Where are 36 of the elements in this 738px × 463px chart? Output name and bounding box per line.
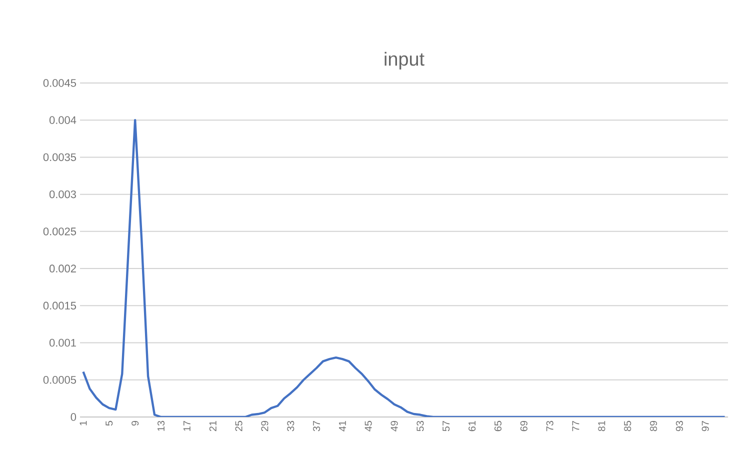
x-tick-label: 49 [390, 420, 398, 432]
y-tick-label: 0.002 [49, 264, 76, 272]
x-tick-label: 5 [106, 420, 113, 426]
x-tick-label: 25 [235, 420, 242, 432]
x-tick-label: 1 [80, 420, 87, 426]
y-tick-label: 0.003 [49, 190, 76, 198]
x-tick-label: 77 [572, 421, 580, 432]
x-tick-label: 89 [650, 420, 658, 432]
x-tick-label: 9 [132, 420, 139, 426]
x-tick-label: 73 [546, 420, 554, 432]
x-tick-label: 13 [157, 420, 165, 431]
x-tick-label: 17 [184, 421, 190, 431]
x-tick-label: 65 [494, 420, 502, 432]
x-tick-label: 69 [520, 420, 528, 432]
y-tick-label: 0.0005 [43, 376, 76, 384]
x-tick-label: 57 [442, 421, 450, 432]
y-tick-label: 0.0045 [43, 79, 76, 87]
x-tick-label: 21 [209, 420, 216, 432]
x-tick-label: 97 [702, 421, 709, 432]
x-tick-label: 81 [598, 420, 606, 432]
x-tick-label: 37 [313, 421, 320, 432]
x-tick-label: 41 [339, 420, 346, 432]
y-tick-label: 0 [70, 413, 76, 421]
y-tick-label: 0.0025 [43, 228, 76, 236]
y-tick-label: 0.0015 [43, 302, 76, 310]
y-tick-label: 0.0035 [43, 153, 76, 162]
x-tick-label: 85 [624, 420, 632, 432]
x-tick-label: 53 [416, 420, 424, 432]
chart-title: input [384, 52, 424, 70]
x-tick-label: 45 [364, 420, 372, 432]
y-tick-label: 0.004 [49, 116, 76, 124]
y-tick-label: 0.001 [49, 338, 76, 347]
x-tick-label: 33 [287, 420, 294, 432]
x-tick-label: 61 [468, 420, 476, 432]
x-tick-label: 93 [676, 420, 683, 432]
x-tick-label: 29 [261, 420, 268, 432]
